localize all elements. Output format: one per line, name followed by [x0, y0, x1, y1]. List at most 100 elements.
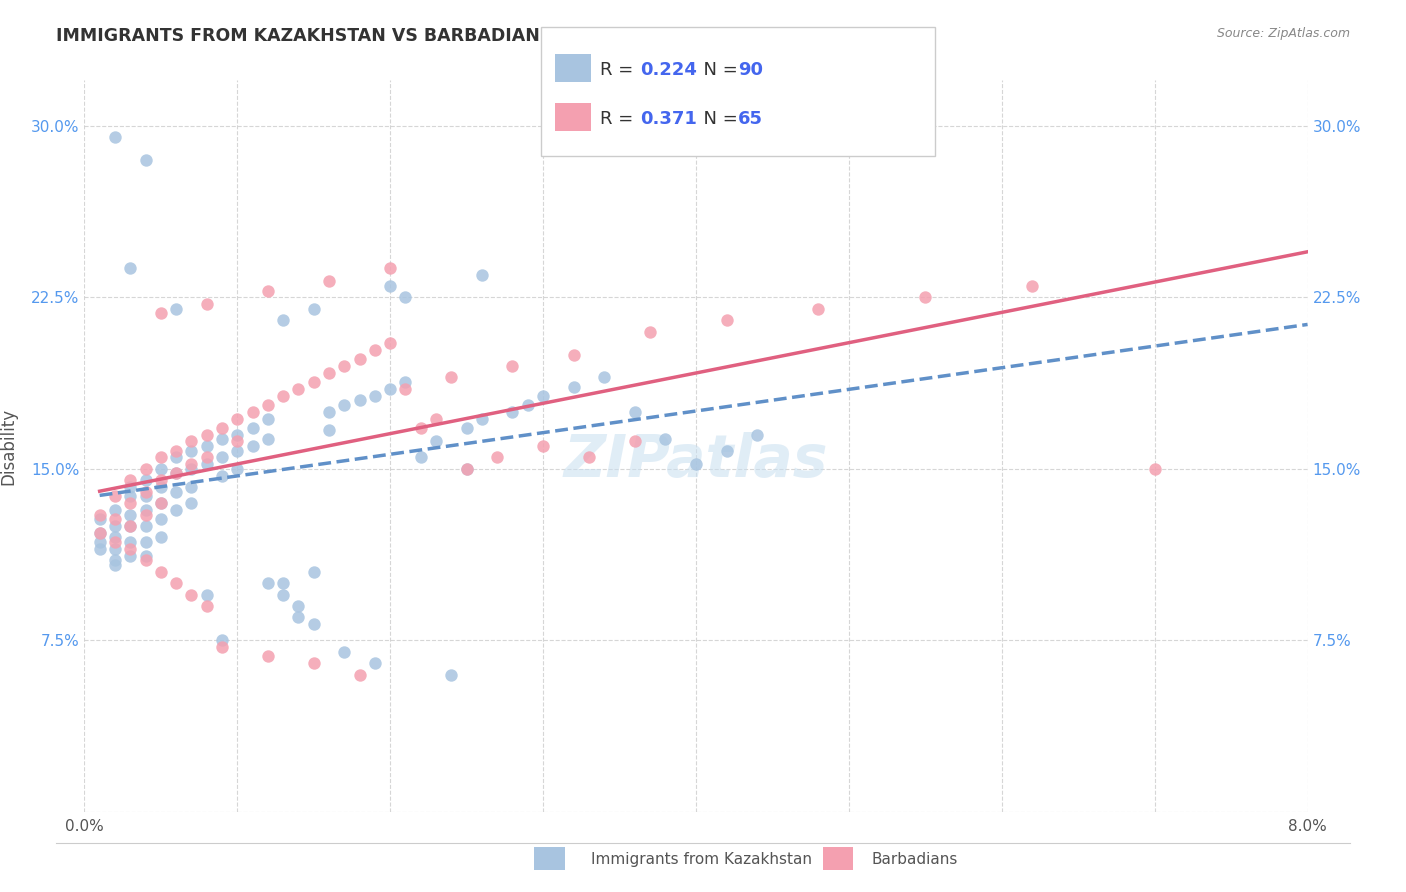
Point	[380, 279, 402, 293]
Point	[624, 405, 647, 419]
Point	[394, 290, 416, 304]
Point	[180, 443, 202, 458]
Point	[165, 576, 187, 591]
Point	[318, 275, 340, 289]
Point	[318, 405, 340, 419]
Point	[380, 336, 402, 351]
Point	[287, 382, 309, 396]
Text: IMMIGRANTS FROM KAZAKHSTAN VS BARBADIAN DISABILITY CORRELATION CHART: IMMIGRANTS FROM KAZAKHSTAN VS BARBADIAN …	[56, 27, 870, 45]
Point	[364, 656, 387, 670]
Point	[135, 519, 157, 533]
Point	[149, 565, 172, 579]
Point	[104, 512, 127, 526]
Text: R =: R =	[600, 110, 640, 128]
Point	[135, 553, 157, 567]
Point	[333, 398, 356, 412]
Point	[380, 382, 402, 396]
Point	[165, 301, 187, 316]
Point	[135, 489, 157, 503]
Point	[165, 484, 187, 499]
Point	[89, 512, 111, 526]
Point	[257, 284, 280, 298]
Point	[149, 462, 172, 476]
Text: 65: 65	[738, 110, 763, 128]
Point	[242, 439, 264, 453]
Point	[226, 411, 249, 425]
Point	[516, 398, 538, 412]
Point	[456, 462, 478, 476]
Point	[440, 370, 463, 384]
Text: N =: N =	[692, 61, 744, 78]
Point	[302, 617, 325, 632]
Point	[716, 443, 738, 458]
Text: 0.371: 0.371	[640, 110, 696, 128]
Point	[271, 389, 294, 403]
Point	[165, 467, 187, 481]
Point	[149, 480, 172, 494]
Point	[165, 443, 187, 458]
Point	[624, 434, 647, 449]
Point	[135, 535, 157, 549]
Point	[120, 489, 142, 503]
Point	[364, 389, 387, 403]
Point	[807, 301, 830, 316]
Point	[120, 541, 142, 556]
Point	[747, 427, 769, 442]
Point	[257, 649, 280, 664]
Point	[211, 421, 233, 435]
Point	[180, 588, 202, 602]
Point	[135, 473, 157, 487]
Point	[120, 535, 142, 549]
Point	[226, 462, 249, 476]
Point	[180, 434, 202, 449]
Point	[271, 576, 294, 591]
Point	[135, 503, 157, 517]
Text: Source: ZipAtlas.com: Source: ZipAtlas.com	[1216, 27, 1350, 40]
Point	[302, 301, 325, 316]
Point	[349, 393, 371, 408]
Point	[89, 508, 111, 522]
Point	[120, 480, 142, 494]
Point	[89, 541, 111, 556]
Point	[104, 489, 127, 503]
Point	[271, 313, 294, 327]
Point	[593, 370, 616, 384]
Point	[165, 450, 187, 465]
Point	[318, 423, 340, 437]
Point	[409, 450, 432, 465]
Point	[425, 411, 447, 425]
Point	[716, 313, 738, 327]
Point	[195, 297, 218, 311]
Point	[149, 473, 172, 487]
Point	[409, 421, 432, 435]
Point	[257, 411, 280, 425]
Point	[104, 553, 127, 567]
Point	[120, 260, 142, 275]
Point	[135, 549, 157, 563]
Point	[302, 656, 325, 670]
Point	[89, 525, 111, 540]
Text: Barbadians: Barbadians	[872, 852, 957, 867]
Point	[257, 398, 280, 412]
Point	[531, 389, 554, 403]
Point	[226, 427, 249, 442]
Point	[562, 347, 585, 362]
Point	[349, 667, 371, 681]
Point	[211, 633, 233, 648]
Point	[302, 375, 325, 389]
Point	[120, 519, 142, 533]
Point	[195, 588, 218, 602]
Point	[562, 379, 585, 393]
Point	[195, 599, 218, 613]
Point	[318, 366, 340, 380]
Point	[165, 467, 187, 481]
Point	[149, 530, 172, 544]
Point	[242, 405, 264, 419]
Point	[654, 432, 676, 446]
Point	[394, 375, 416, 389]
Point	[120, 508, 142, 522]
Point	[333, 359, 356, 373]
Point	[120, 549, 142, 563]
Point	[195, 427, 218, 442]
Point	[486, 450, 509, 465]
